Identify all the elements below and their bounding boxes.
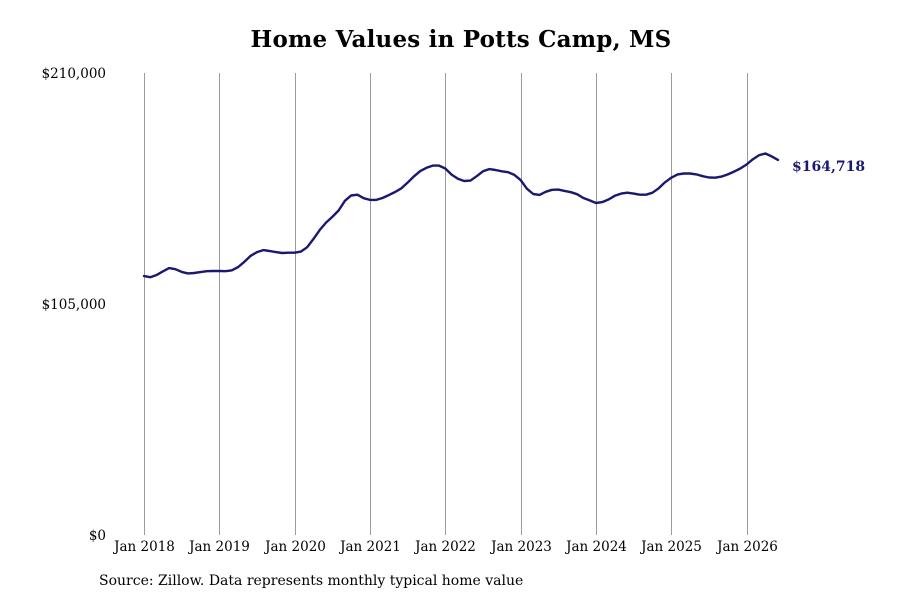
x-tick-label: Jan 2021 xyxy=(338,539,401,555)
x-tick-label: Jan 2020 xyxy=(263,539,326,555)
x-axis: Jan 2018 Jan 2019 Jan 2020 Jan 2021 Jan 2022… xyxy=(112,539,778,555)
x-tick-label: Jan 2024 xyxy=(564,539,627,555)
x-tick-label: Jan 2026 xyxy=(715,539,778,555)
grid-lines xyxy=(144,73,748,535)
x-tick-label: Jan 2025 xyxy=(639,539,702,555)
x-tick-label: Jan 2018 xyxy=(112,539,175,555)
series-line xyxy=(142,152,780,279)
end-value-label: $164,718 xyxy=(792,159,865,175)
chart-title: Home Values in Potts Camp, MS xyxy=(250,26,672,53)
y-tick-label: $210,000 xyxy=(42,66,106,82)
y-axis: $0 $105,000 $210,000 xyxy=(42,66,106,544)
x-tick-label: Jan 2023 xyxy=(489,539,552,555)
source-note: Source: Zillow. Data represents monthly … xyxy=(99,573,524,589)
x-tick-label: Jan 2022 xyxy=(413,539,476,555)
y-tick-label: $105,000 xyxy=(42,297,106,313)
y-tick-label: $0 xyxy=(89,528,106,544)
x-tick-label: Jan 2019 xyxy=(187,539,250,555)
